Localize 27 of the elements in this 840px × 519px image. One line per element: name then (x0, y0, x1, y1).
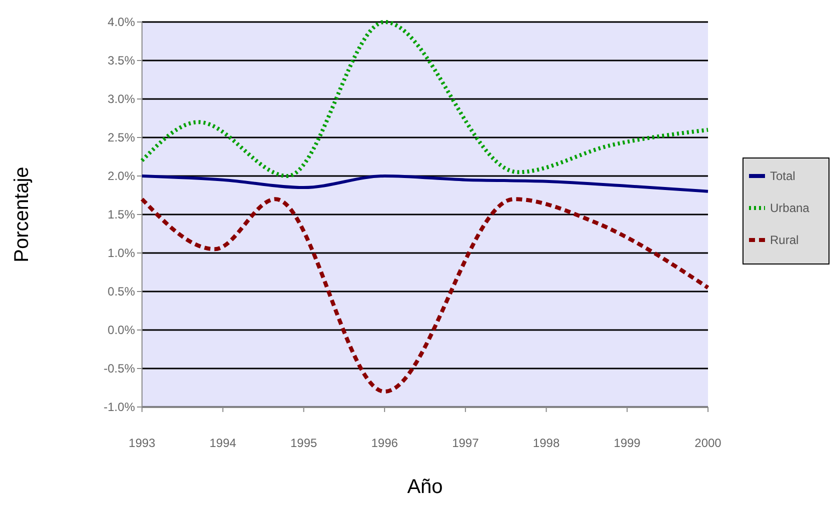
y-tick-label: 0.0% (108, 323, 136, 338)
y-tick-label: 1.0% (108, 246, 136, 260)
y-tick-label: 0.5% (108, 284, 136, 299)
x-tick-label: 2000 (694, 436, 722, 450)
legend-label: Urbana (770, 201, 810, 216)
y-tick-label: 2.0% (108, 169, 136, 184)
y-tick-label: 2.5% (108, 130, 136, 145)
y-axis-title: Porcentaje (11, 166, 33, 262)
y-tick-label: -1.0% (104, 400, 136, 414)
x-tick-label: 1997 (452, 436, 480, 450)
x-tick-label: 1994 (210, 436, 237, 450)
x-tick-label: 1996 (371, 436, 398, 450)
x-axis-title: Año (407, 476, 443, 498)
x-tick-label: 1998 (532, 436, 560, 450)
x-tick-label: 1993 (128, 436, 156, 450)
y-tick-label: 4.0% (108, 15, 136, 30)
line-series (140, 197, 710, 394)
line-series (140, 20, 710, 178)
y-tick-label: 3.5% (108, 54, 136, 68)
legend-label: Rural (770, 233, 799, 248)
y-tick-label: -0.5% (104, 362, 136, 376)
x-tick-label: 1999 (614, 436, 641, 450)
legend-label: Total (770, 169, 796, 184)
y-tick-label: 1.5% (108, 208, 136, 222)
y-tick-label: 3.0% (108, 92, 136, 106)
line-series (140, 174, 710, 193)
x-tick-label: 1995 (290, 436, 318, 450)
